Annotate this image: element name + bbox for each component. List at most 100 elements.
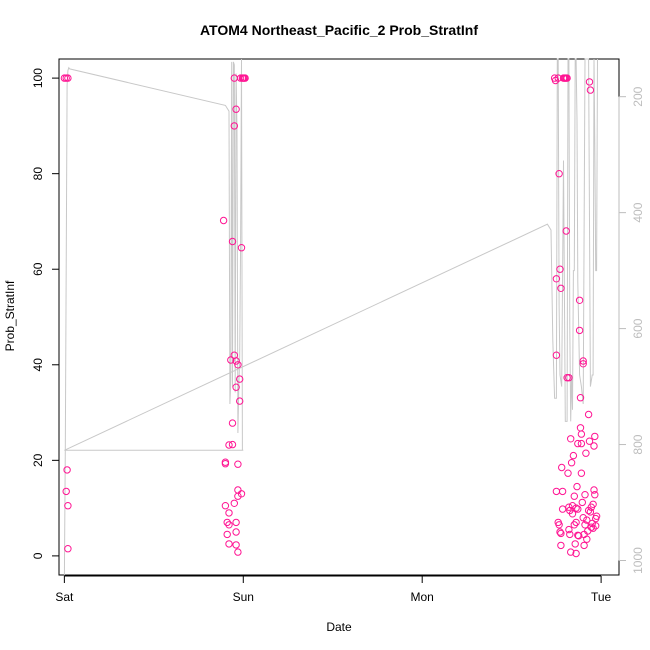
x-axis: Sat Sun Mon Tue [55, 575, 612, 604]
data-point [556, 265, 564, 273]
data-point [225, 540, 233, 548]
y-axis-label: Prob_StratInf [3, 280, 17, 351]
data-point [232, 541, 240, 549]
data-point [571, 540, 579, 548]
data-point [562, 227, 570, 235]
data-point [228, 440, 237, 449]
x-axis-tick-label: Mon [411, 590, 434, 604]
data-point [552, 487, 561, 496]
data-point [236, 397, 244, 405]
data-point [569, 451, 578, 460]
y-axis-tick-label: 60 [31, 262, 45, 276]
right-axis-tick-label: 200 [631, 86, 645, 106]
data-point [63, 466, 71, 474]
data-point [589, 500, 597, 508]
data-point [570, 521, 578, 529]
series-line [63, 58, 598, 576]
data-point [572, 549, 580, 558]
data-point [579, 357, 587, 365]
right-axis-tick-label: 1000 [631, 547, 645, 574]
data-point [552, 351, 561, 359]
data-point [234, 460, 242, 468]
right-axis-tick-label: 400 [631, 202, 645, 222]
data-point [580, 541, 588, 550]
data-point [577, 430, 586, 438]
data-point [581, 521, 589, 529]
data-point [555, 170, 563, 178]
data-point [577, 439, 586, 448]
data-point [557, 284, 565, 292]
data-point [232, 528, 240, 536]
data-point [232, 383, 240, 391]
data-point [592, 522, 600, 530]
data-point [575, 326, 584, 335]
data-point [223, 518, 231, 527]
data-point [591, 432, 599, 441]
data-point [234, 548, 242, 556]
data-point [62, 487, 70, 496]
series-points [60, 74, 601, 558]
data-point [234, 486, 242, 494]
data-point [567, 459, 576, 467]
data-point [552, 275, 561, 283]
data-point [584, 506, 593, 515]
data-point [566, 530, 574, 539]
data-point [583, 516, 591, 524]
data-point [585, 78, 594, 86]
data-point [585, 437, 594, 445]
data-point [573, 482, 581, 491]
data-point [586, 86, 595, 94]
data-point [230, 122, 239, 130]
right-axis-tick-label: 600 [631, 318, 645, 338]
y-axis-tick-label: 20 [31, 453, 45, 467]
data-point [230, 499, 239, 507]
data-point [574, 531, 582, 539]
data-point [582, 449, 590, 457]
data-point [228, 419, 237, 427]
right-axis-tick-label: 800 [631, 434, 645, 454]
plot-border [58, 58, 620, 576]
data-point [563, 74, 571, 82]
data-point [576, 424, 585, 432]
data-point [219, 216, 228, 225]
data-point [234, 361, 242, 369]
data-point [583, 535, 591, 543]
data-point [565, 525, 573, 534]
data-point [567, 435, 575, 443]
data-point [237, 244, 246, 252]
y-axis: 0 20 40 60 80 100 [31, 68, 60, 559]
data-point [578, 498, 586, 507]
data-point [581, 491, 589, 499]
data-point [568, 510, 577, 518]
y-axis-tick-label: 80 [31, 167, 45, 181]
data-point [64, 74, 72, 82]
data-point [225, 509, 233, 517]
data-point [591, 491, 599, 499]
data-point [64, 545, 72, 553]
data-point [227, 356, 235, 364]
x-axis-tick-label: Tue [591, 590, 612, 604]
data-point [232, 518, 240, 527]
data-point [590, 486, 598, 494]
data-point [572, 518, 580, 527]
data-point [575, 296, 584, 304]
data-point [221, 460, 230, 468]
data-point [570, 492, 578, 500]
data-point [564, 469, 572, 477]
chart-title: ATOM4 Northeast_Pacific_2 Prob_StratInf [200, 22, 478, 38]
data-point [236, 375, 244, 383]
data-point [556, 528, 564, 536]
right-axis: 200 400 600 800 1000 [618, 86, 645, 574]
data-point [221, 502, 230, 510]
data-point [225, 521, 233, 529]
data-point [587, 523, 595, 531]
data-point [237, 490, 246, 498]
data-point [228, 237, 237, 246]
data-point [232, 105, 240, 113]
gray-line [63, 58, 598, 576]
x-axis-tick-label: Sun [233, 590, 254, 604]
data-point [592, 512, 601, 520]
data-point [567, 548, 575, 556]
data-point [574, 439, 582, 448]
